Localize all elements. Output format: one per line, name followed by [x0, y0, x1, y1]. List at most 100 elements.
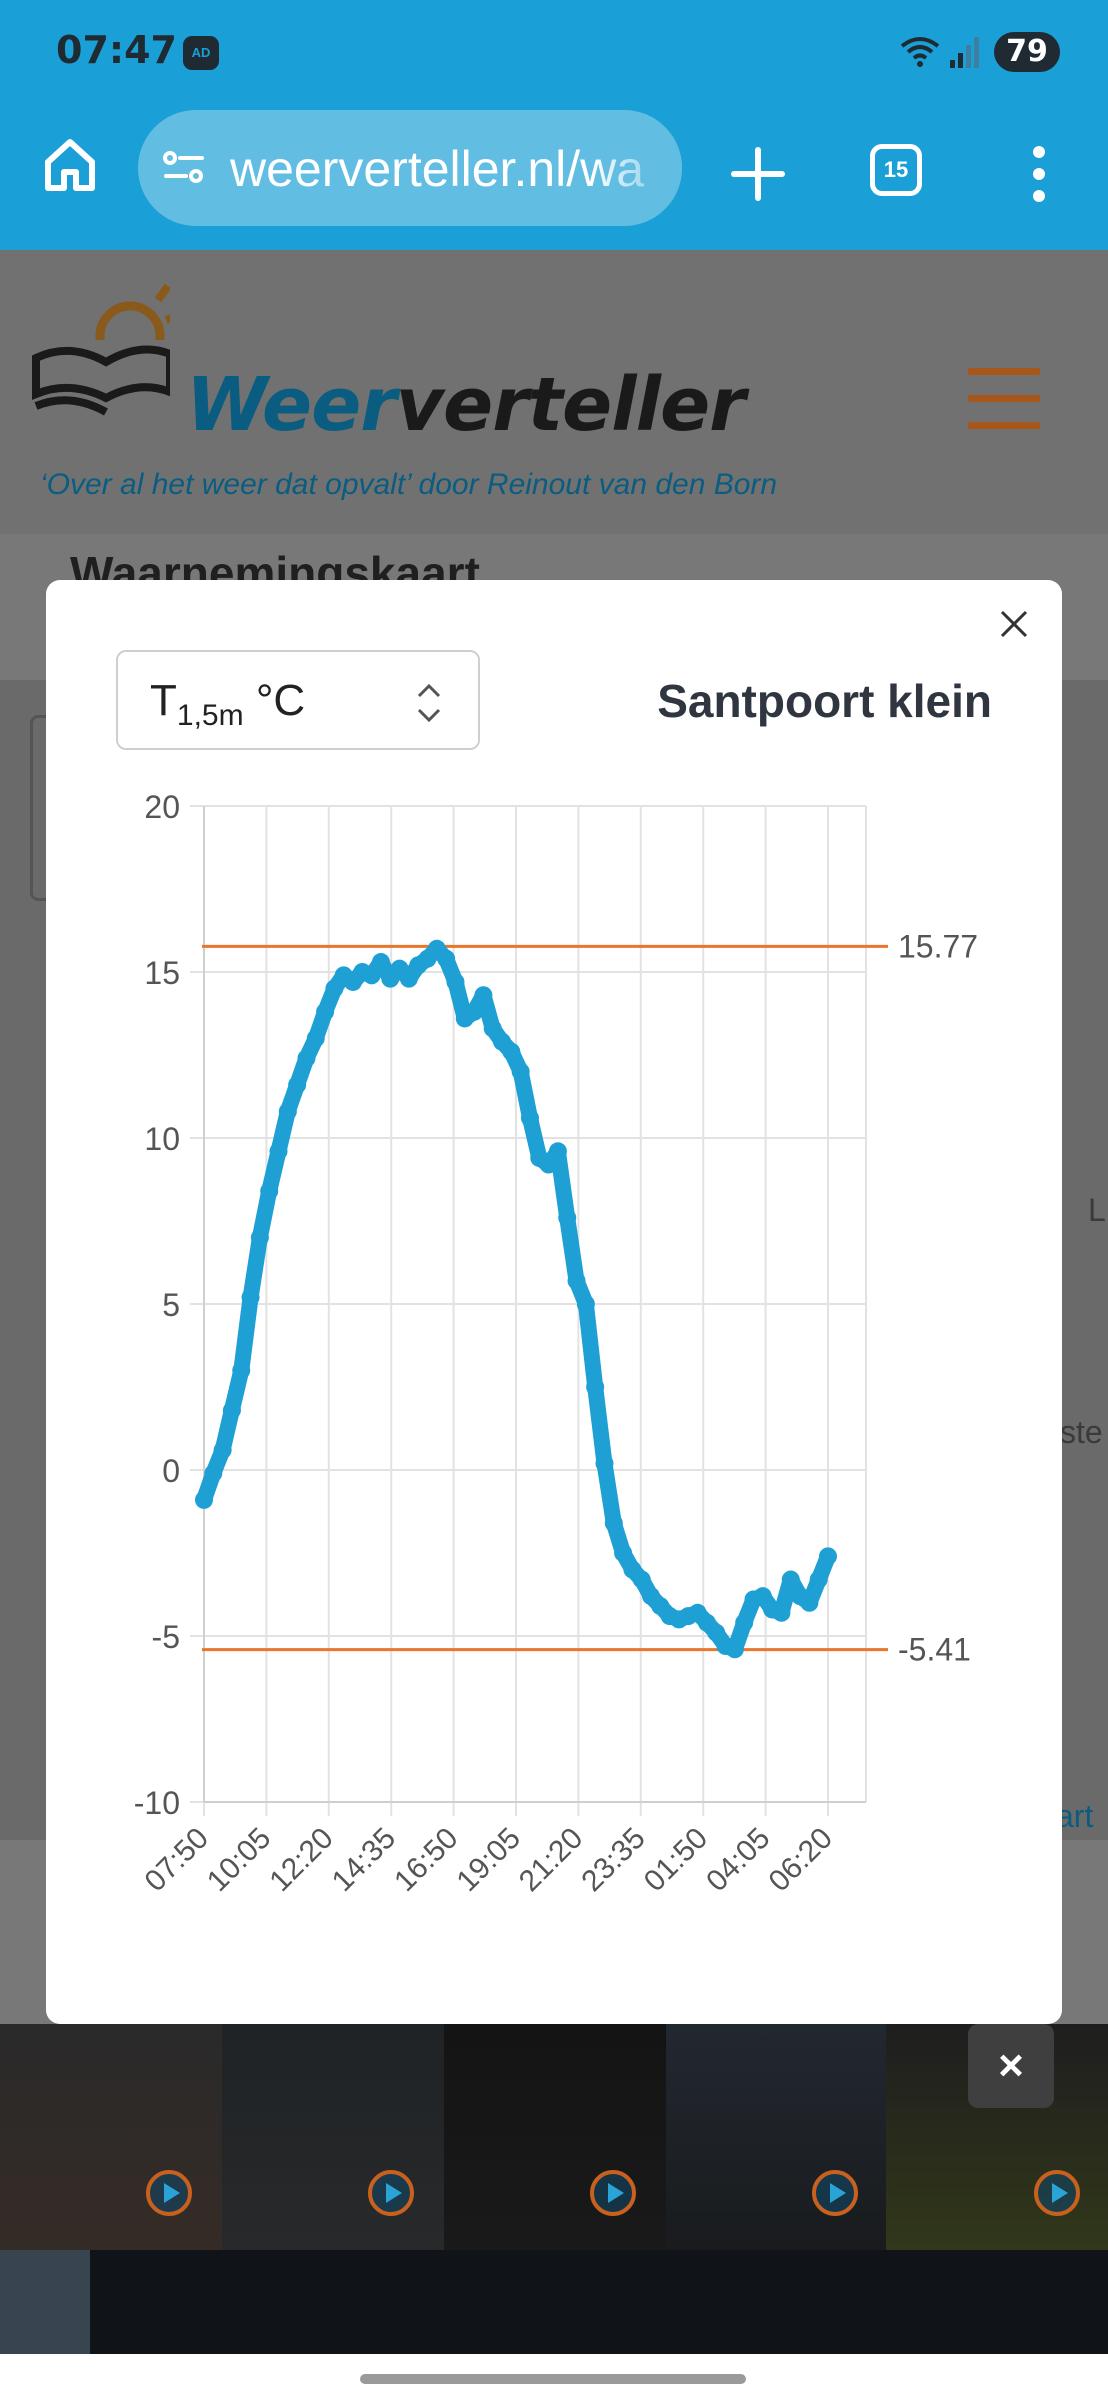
data-point	[325, 979, 344, 998]
tab-switcher-button[interactable]: 15	[870, 144, 922, 196]
data-point	[595, 1454, 614, 1473]
data-point	[362, 966, 381, 985]
play-icon[interactable]	[812, 2170, 858, 2216]
map-label-fragment: L	[1088, 1192, 1106, 1228]
brand-part-2: verteller	[395, 362, 746, 448]
brand-part-1: Weer	[186, 362, 397, 448]
reference-line-label: 15.77	[898, 928, 978, 964]
play-icon[interactable]	[146, 2170, 192, 2216]
x-tick-label: 12:20	[263, 1822, 339, 1898]
x-tick-label: 06:20	[763, 1822, 839, 1898]
data-point	[707, 1623, 726, 1642]
data-point	[278, 1102, 297, 1121]
data-point	[567, 1271, 586, 1290]
data-point	[483, 1019, 502, 1038]
data-point	[586, 1378, 605, 1396]
data-point	[195, 1490, 213, 1509]
variable-unit: °C	[243, 676, 306, 725]
battery-indicator: 79	[994, 32, 1060, 72]
data-point	[614, 1544, 633, 1562]
x-tick-label: 19:05	[451, 1822, 527, 1898]
data-point	[241, 1288, 260, 1307]
data-point	[306, 1029, 325, 1048]
home-icon[interactable]	[40, 134, 100, 194]
close-icon[interactable]	[996, 606, 1032, 642]
new-tab-icon[interactable]	[726, 142, 790, 206]
chevron-up-down-icon	[417, 683, 441, 723]
data-point	[558, 1208, 577, 1227]
variable-symbol: T	[150, 676, 177, 725]
reference-line-label: -5.41	[898, 1632, 971, 1668]
system-nav-bar	[0, 2354, 1108, 2400]
data-point	[502, 1042, 521, 1061]
x-tick-label: 21:20	[513, 1822, 589, 1898]
data-point	[753, 1587, 772, 1606]
address-bar[interactable]: weerverteller.nl/wa	[138, 110, 682, 226]
data-point	[269, 1142, 288, 1161]
data-point	[604, 1514, 623, 1533]
play-icon[interactable]	[1034, 2170, 1080, 2216]
data-point	[520, 1109, 539, 1128]
x-tick-label: 04:05	[700, 1822, 776, 1898]
data-point	[204, 1464, 223, 1483]
data-point	[288, 1075, 307, 1094]
ad-thumbnail[interactable]	[0, 2250, 90, 2354]
data-point	[371, 953, 390, 972]
y-tick-label: 5	[162, 1287, 180, 1323]
x-tick-label: 23:35	[575, 1822, 651, 1898]
y-tick-label: 20	[144, 789, 180, 825]
weerverteller-logo-icon[interactable]	[30, 280, 170, 420]
data-point	[465, 1002, 484, 1021]
data-point	[819, 1547, 837, 1566]
play-icon[interactable]	[590, 2170, 636, 2216]
y-tick-label: 0	[162, 1453, 180, 1489]
station-chart-modal: T1,5m °C Santpoort klein 20 15 10 5 0 -5 -10 07…	[46, 580, 1062, 2024]
station-name: Santpoort klein	[657, 675, 992, 727]
ad-close-button[interactable]: ×	[968, 2024, 1054, 2108]
data-point	[399, 969, 418, 988]
url-fade	[592, 110, 682, 226]
y-tick-label: 15	[144, 955, 180, 991]
more-options-icon[interactable]	[1024, 142, 1054, 206]
temperature-chart[interactable]: 20 15 10 5 0 -5 -1007:5010:0512:2014:3516:5019…	[46, 780, 1062, 1980]
data-point	[297, 1049, 316, 1068]
x-tick-label: 14:35	[326, 1822, 402, 1898]
wifi-icon	[900, 37, 940, 67]
site-settings-icon[interactable]	[162, 150, 206, 186]
map-label-fragment: ste	[1060, 1414, 1103, 1450]
data-point	[735, 1613, 754, 1632]
variable-subscript: 1,5m	[176, 699, 244, 732]
url-text: weerverteller.nl/wa	[230, 141, 645, 197]
data-point	[772, 1603, 791, 1622]
data-point	[316, 1002, 335, 1021]
play-icon[interactable]	[368, 2170, 414, 2216]
x-tick-label: 16:50	[388, 1822, 464, 1898]
map-control	[30, 715, 53, 901]
site-header: Weerverteller ‘Over al het weer dat opva…	[0, 250, 1108, 534]
status-bar: 07:47 AD 79	[0, 0, 1108, 104]
data-point	[800, 1593, 819, 1612]
data-point	[576, 1295, 595, 1313]
browser-toolbar: weerverteller.nl/wa 15	[0, 104, 1108, 250]
data-point	[725, 1640, 744, 1659]
data-point	[232, 1361, 251, 1380]
home-gesture-pill[interactable]	[360, 2374, 746, 2384]
ad-thumbnail[interactable]	[90, 2250, 1108, 2354]
map-link-fragment: art	[1056, 1798, 1094, 1834]
ad-notification-icon: AD	[183, 36, 219, 70]
variable-select[interactable]: T1,5m °C	[116, 650, 480, 750]
ad-banner[interactable]	[0, 2024, 1108, 2354]
y-tick-label: -10	[134, 1785, 180, 1821]
data-point	[250, 1228, 269, 1247]
signal-icon	[950, 37, 979, 68]
hamburger-menu-icon[interactable]	[968, 368, 1040, 430]
data-point	[632, 1570, 651, 1589]
variable-select-value: T1,5m °C	[150, 676, 306, 732]
x-tick-label: 01:50	[638, 1822, 714, 1898]
data-point	[260, 1182, 279, 1201]
data-point	[539, 1155, 558, 1174]
data-point	[511, 1062, 530, 1081]
data-point	[446, 972, 465, 991]
site-brand[interactable]: Weerverteller	[186, 362, 746, 448]
data-point	[213, 1441, 232, 1460]
